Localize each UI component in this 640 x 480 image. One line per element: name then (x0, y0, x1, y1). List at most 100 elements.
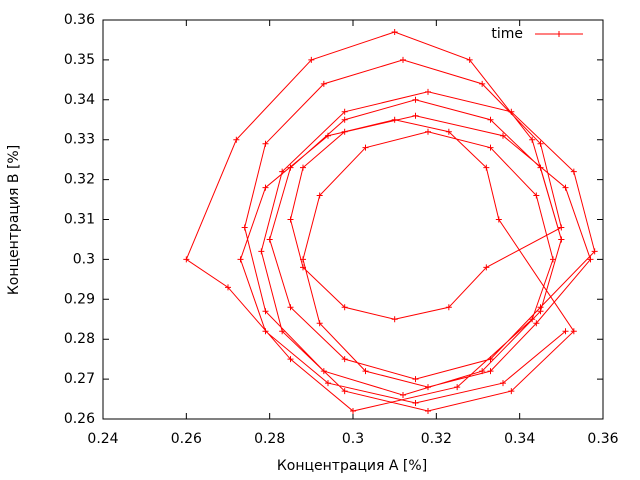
point-marker (316, 320, 323, 327)
y-tick-label: 0.28 (64, 331, 95, 347)
y-tick-label: 0.3 (73, 251, 95, 267)
x-axis-label: Концентрация A [%] (277, 458, 427, 474)
point-marker (320, 368, 327, 375)
point-marker (562, 184, 569, 191)
point-marker (500, 132, 506, 139)
point-marker (391, 28, 398, 35)
y-tick-label: 0.31 (64, 212, 95, 228)
point-marker (183, 256, 190, 263)
point-marker (533, 320, 540, 327)
point-marker (562, 328, 569, 335)
point-marker (300, 264, 306, 271)
point-marker (479, 80, 486, 87)
point-marker (466, 56, 473, 63)
point-marker (558, 236, 565, 243)
point-marker (300, 256, 306, 263)
point-marker (558, 224, 565, 231)
point-marker (412, 400, 419, 407)
point-marker (341, 356, 348, 363)
point-marker (591, 248, 598, 255)
point-marker (262, 140, 269, 147)
point-marker (487, 356, 494, 363)
y-tick-label: 0.27 (64, 371, 95, 387)
y-tick-label: 0.32 (64, 172, 95, 188)
point-marker (237, 256, 244, 263)
y-tick-label: 0.33 (64, 132, 95, 148)
point-marker (508, 388, 515, 395)
point-marker (495, 216, 502, 223)
point-marker (279, 328, 286, 335)
point-marker (308, 56, 315, 63)
legend-swatch (535, 31, 583, 37)
series-line (185, 31, 596, 412)
point-marker (341, 108, 348, 115)
point-marker (425, 88, 431, 95)
x-tick-label: 0.34 (504, 431, 535, 447)
point-marker (412, 376, 419, 383)
y-tick-label: 0.34 (64, 92, 95, 108)
point-marker (550, 256, 556, 263)
point-marker (533, 192, 540, 199)
point-marker (279, 168, 286, 175)
point-marker (391, 316, 398, 323)
y-tick-label: 0.26 (64, 411, 95, 427)
point-marker (320, 80, 327, 87)
point-marker (262, 184, 269, 191)
point-marker (262, 308, 269, 315)
point-marker (425, 384, 431, 391)
point-marker (570, 328, 577, 335)
point-marker (262, 328, 269, 335)
point-marker (287, 304, 294, 311)
point-marker (445, 128, 452, 135)
point-marker (487, 116, 494, 123)
point-marker (587, 256, 594, 263)
point-marker (391, 116, 398, 123)
x-tick-label: 0.36 (587, 431, 618, 447)
point-marker (487, 368, 494, 375)
y-tick-label: 0.35 (64, 52, 95, 68)
point-marker (412, 112, 419, 119)
point-marker (400, 392, 406, 399)
point-marker (325, 132, 331, 139)
point-marker (362, 144, 369, 151)
x-tick-label: 0.3 (342, 431, 364, 447)
point-marker (529, 136, 536, 143)
plot-frame (102, 19, 604, 420)
point-marker (316, 192, 323, 199)
point-marker (487, 144, 494, 151)
point-marker (362, 368, 369, 375)
point-marker (341, 388, 348, 395)
point-marker (287, 216, 294, 223)
point-marker (300, 164, 306, 171)
legend-label: time (491, 26, 523, 42)
y-tick-label: 0.36 (64, 12, 95, 28)
x-tick-label: 0.28 (254, 431, 285, 447)
x-tick-label: 0.26 (171, 431, 202, 447)
point-marker (425, 128, 431, 135)
y-tick-label: 0.29 (64, 291, 95, 307)
point-marker (225, 284, 231, 291)
point-marker (400, 56, 406, 63)
point-marker (425, 408, 431, 415)
point-marker (341, 116, 348, 123)
point-marker (258, 248, 265, 255)
point-marker (341, 304, 348, 311)
point-marker (508, 108, 515, 115)
point-marker (287, 164, 294, 171)
point-marker (537, 140, 544, 147)
point-marker (341, 128, 348, 135)
point-marker (500, 380, 506, 387)
point-marker (266, 236, 273, 243)
point-marker (454, 384, 461, 391)
point-marker (287, 356, 294, 363)
point-marker (412, 96, 419, 103)
point-marker (537, 164, 544, 171)
point-marker (570, 168, 577, 175)
point-marker (483, 264, 490, 271)
point-marker (445, 304, 452, 311)
point-marker (483, 164, 490, 171)
point-marker (325, 380, 331, 387)
y-axis-label: Концентрация B [%] (6, 145, 22, 295)
point-marker (350, 408, 356, 415)
